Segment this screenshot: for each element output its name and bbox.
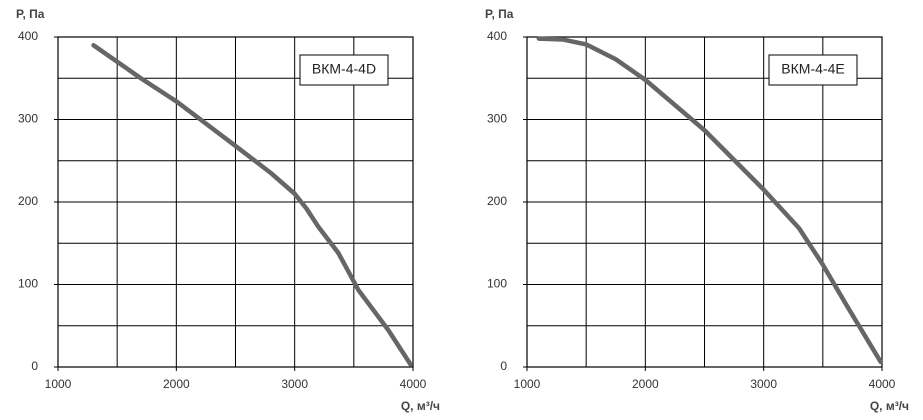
curve xyxy=(91,43,413,367)
y-tick-label: 100 xyxy=(18,277,38,291)
y-tick-label: 0 xyxy=(31,359,38,373)
y-tick-label: 100 xyxy=(487,277,507,291)
y-tick-label: 200 xyxy=(487,194,507,208)
y-tick-label: 0 xyxy=(500,359,507,373)
x-tick-label: 2000 xyxy=(163,377,190,391)
y-tick-label: 400 xyxy=(18,29,38,43)
legend-label: ВКМ-4-4D xyxy=(312,61,376,77)
x-tick-label: 1000 xyxy=(514,377,541,391)
x-tick-label: 3000 xyxy=(750,377,777,391)
legend-box xyxy=(768,54,858,86)
legend-label: ВКМ-4-4E xyxy=(781,61,844,77)
y-tick-label: 300 xyxy=(18,112,38,126)
y-axis-label: P, Па xyxy=(485,7,514,21)
x-axis-label: Q, м³/ч xyxy=(870,399,909,413)
x-tick-label: 1000 xyxy=(45,377,72,391)
x-tick-label: 2000 xyxy=(632,377,659,391)
legend-box xyxy=(299,54,389,86)
x-tick-label: 4000 xyxy=(869,377,896,391)
y-tick-label: 400 xyxy=(487,29,507,43)
y-axis-label: P, Па xyxy=(16,7,45,21)
y-tick-label: 200 xyxy=(18,194,38,208)
y-tick-label: 300 xyxy=(487,112,507,126)
curve xyxy=(536,36,884,365)
x-tick-label: 3000 xyxy=(281,377,308,391)
x-tick-label: 4000 xyxy=(400,377,427,391)
x-axis-label: Q, м³/ч xyxy=(401,399,440,413)
